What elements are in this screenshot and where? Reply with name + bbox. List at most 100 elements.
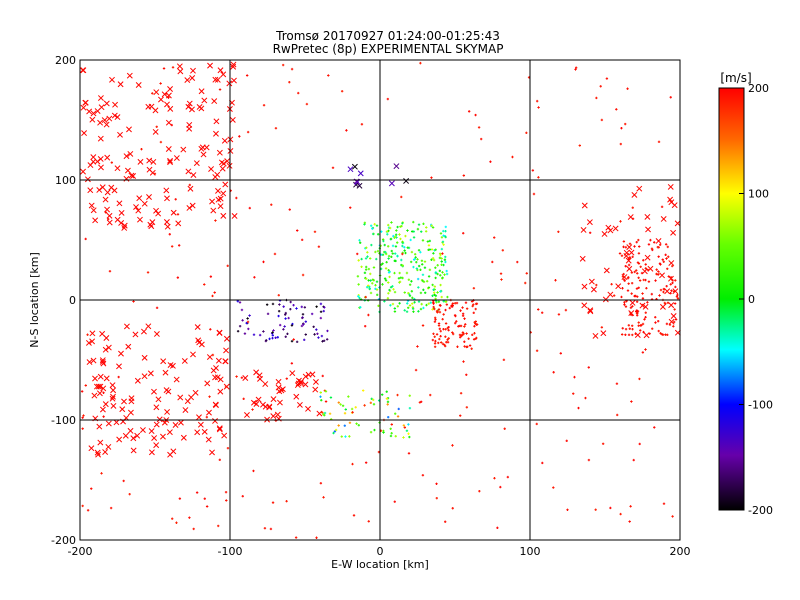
- data-point-plus: [618, 252, 622, 255]
- data-point-x: [220, 190, 227, 197]
- data-point-plus: [629, 313, 632, 316]
- data-point-x: [119, 406, 126, 413]
- data-point-x: [223, 347, 230, 354]
- data-point-plus: [674, 285, 677, 289]
- data-point-plus: [387, 415, 390, 419]
- data-point-x: [209, 198, 216, 205]
- data-point-plus: [641, 297, 645, 300]
- data-point-plus: [438, 256, 442, 260]
- data-point-plus: [444, 255, 447, 259]
- data-point-plus: [440, 257, 443, 260]
- data-point-plus: [403, 249, 406, 252]
- data-point-plus: [650, 292, 654, 296]
- data-point-plus: [340, 90, 344, 93]
- data-point-x: [160, 358, 167, 365]
- data-point-plus: [393, 307, 397, 310]
- data-point-plus: [363, 404, 366, 407]
- data-point-x: [135, 82, 142, 88]
- data-point-x: [100, 385, 107, 392]
- data-point-plus: [408, 406, 412, 410]
- data-point-plus: [676, 297, 680, 300]
- data-point-plus: [403, 309, 406, 312]
- data-point-plus: [122, 479, 125, 483]
- data-point-plus: [399, 225, 402, 228]
- data-point-plus: [400, 258, 403, 262]
- data-point-plus: [657, 140, 661, 144]
- data-point-plus: [468, 344, 472, 347]
- data-point-x: [214, 374, 221, 381]
- data-point-plus: [394, 233, 398, 236]
- data-point-x: [89, 116, 96, 123]
- data-point-plus: [258, 333, 262, 337]
- data-point-plus: [284, 313, 287, 316]
- y-tick-label: -100: [51, 414, 76, 427]
- data-point-plus: [238, 135, 241, 138]
- data-point-plus: [648, 332, 651, 335]
- data-point-plus: [358, 296, 361, 300]
- data-point-plus: [441, 252, 444, 255]
- data-point-plus: [225, 499, 228, 502]
- data-point-plus: [412, 310, 415, 313]
- data-point-plus: [412, 236, 416, 239]
- data-point-plus: [461, 314, 465, 317]
- data-point-x: [151, 435, 158, 442]
- data-point-plus: [357, 424, 361, 427]
- data-point-plus: [620, 254, 624, 257]
- data-point-x: [133, 204, 139, 210]
- data-point-x: [80, 168, 87, 175]
- data-point-plus: [398, 302, 401, 305]
- data-point-plus: [466, 345, 469, 348]
- data-point-plus: [437, 308, 441, 311]
- data-point-x: [156, 416, 163, 423]
- data-point-plus: [375, 280, 379, 283]
- data-point-plus: [369, 279, 372, 282]
- data-point-x: [217, 388, 224, 395]
- data-point-plus: [661, 333, 665, 336]
- data-point-plus: [440, 236, 444, 239]
- data-point-plus: [389, 434, 393, 438]
- data-point-plus: [104, 211, 108, 214]
- data-point-plus: [429, 393, 432, 397]
- data-point-x: [212, 76, 219, 83]
- data-point-x: [111, 187, 118, 194]
- data-point-plus: [398, 280, 402, 284]
- data-point-plus: [368, 287, 371, 290]
- data-point-plus: [176, 276, 180, 279]
- data-point-plus: [317, 336, 320, 339]
- data-point-plus: [394, 434, 397, 438]
- data-point-x: [660, 215, 667, 222]
- data-point-plus: [203, 497, 206, 500]
- data-point-x: [220, 71, 227, 78]
- data-point-plus: [380, 230, 383, 233]
- data-point-plus: [371, 227, 374, 230]
- data-point-plus: [238, 301, 242, 304]
- data-point-plus: [403, 246, 406, 249]
- data-point-plus: [110, 161, 113, 164]
- data-point-plus: [171, 517, 174, 520]
- data-point-plus: [329, 396, 333, 399]
- data-point-x: [255, 396, 262, 403]
- data-point-plus: [668, 323, 672, 326]
- data-point-x: [190, 67, 196, 74]
- data-point-plus: [644, 348, 647, 351]
- data-point-x: [167, 105, 174, 112]
- data-point-plus: [669, 283, 672, 286]
- data-point-plus: [420, 259, 424, 262]
- data-point-plus: [385, 397, 389, 400]
- data-point-plus: [470, 300, 474, 303]
- data-point-plus: [390, 432, 393, 435]
- data-point-plus: [635, 312, 639, 315]
- data-point-plus: [421, 239, 425, 242]
- data-point-x: [118, 350, 124, 357]
- data-point-plus: [409, 260, 413, 264]
- data-point-x: [189, 202, 196, 209]
- data-point-plus: [365, 285, 369, 289]
- data-point-x: [393, 163, 400, 170]
- data-point-plus: [357, 283, 360, 286]
- data-point-x: [219, 165, 226, 172]
- data-point-plus: [641, 351, 645, 354]
- data-point-x: [97, 439, 104, 446]
- data-point-plus: [394, 252, 397, 255]
- data-point-plus: [465, 307, 469, 310]
- data-point-plus: [631, 305, 634, 308]
